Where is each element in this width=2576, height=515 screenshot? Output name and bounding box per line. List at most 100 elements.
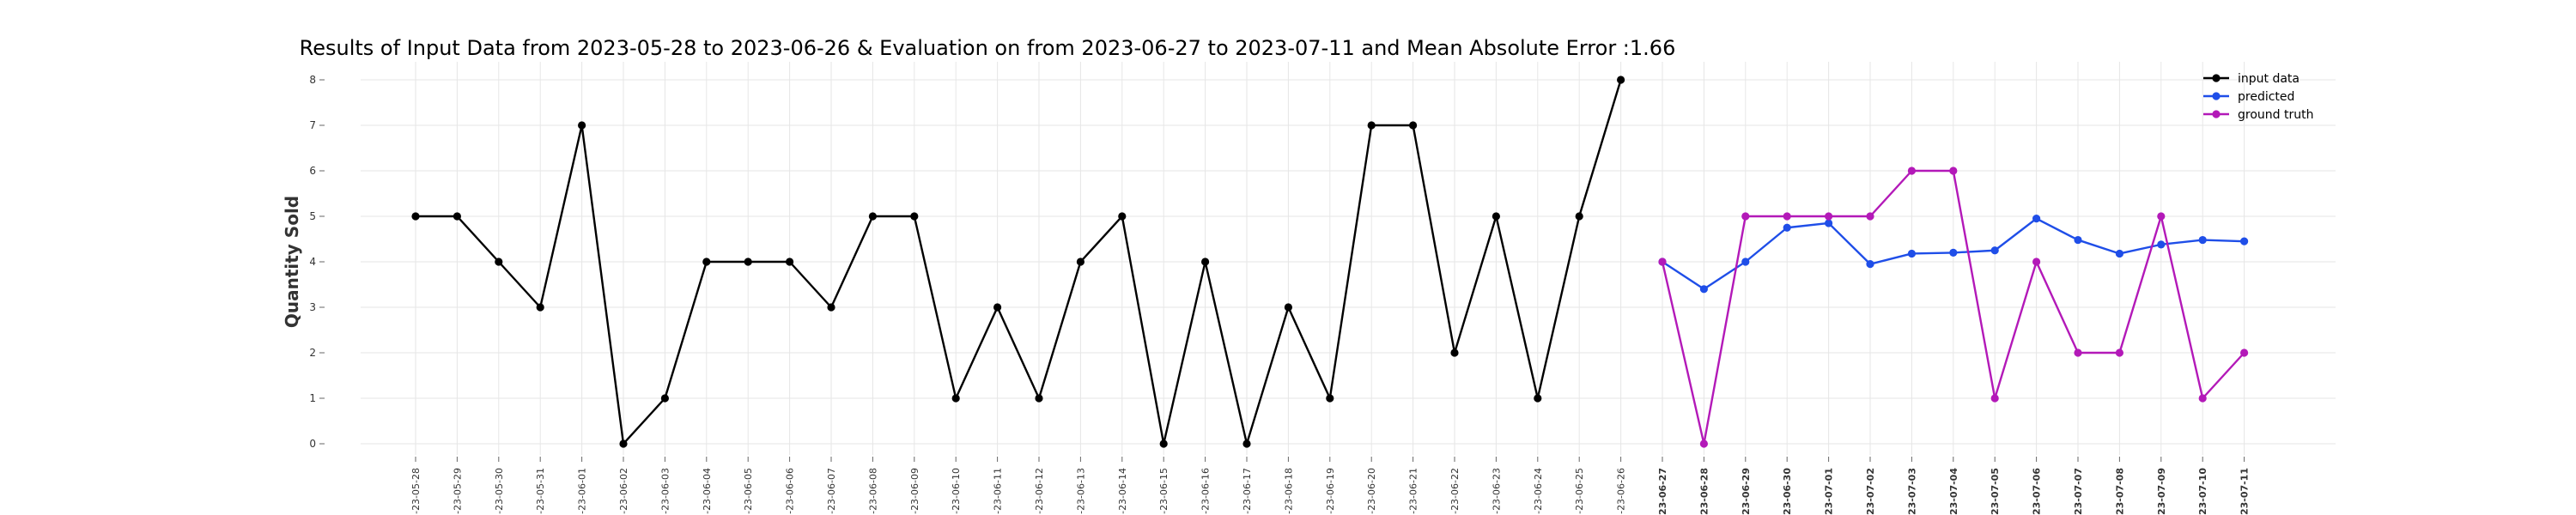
x-tick-label: -23-07-10 bbox=[2197, 468, 2208, 515]
y-axis-label: Quantity Sold bbox=[282, 196, 302, 328]
x-tick-label: -23-06-02 bbox=[618, 468, 629, 514]
x-tick-label: -23-06-18 bbox=[1283, 468, 1294, 514]
y-tick-label: 8 bbox=[309, 74, 316, 86]
data-point bbox=[1658, 258, 1667, 266]
data-point bbox=[1783, 223, 1791, 232]
data-point bbox=[1949, 248, 1958, 257]
data-point bbox=[1367, 121, 1376, 130]
x-tick-label: -23-06-25 bbox=[1574, 468, 1585, 514]
y-tick-label: 1 bbox=[309, 392, 316, 404]
data-point bbox=[2157, 240, 2166, 249]
x-tick-label: -23-07-11 bbox=[2239, 468, 2251, 515]
data-point bbox=[1035, 394, 1043, 403]
y-tick-label: 5 bbox=[309, 210, 316, 222]
x-tick-label: -23-06-26 bbox=[1616, 468, 1627, 514]
data-point bbox=[411, 212, 420, 221]
x-tick-label: -23-06-07 bbox=[826, 468, 837, 514]
x-tick-label: -23-06-15 bbox=[1158, 468, 1170, 514]
x-tick-label: -23-06-29 bbox=[1741, 468, 1752, 515]
x-tick-label: -23-05-29 bbox=[452, 468, 463, 514]
x-tick-label: -23-07-07 bbox=[2073, 468, 2084, 515]
x-tick-label: -23-07-03 bbox=[1906, 468, 1917, 515]
x-tick-label: -23-07-08 bbox=[2114, 468, 2125, 515]
data-point bbox=[951, 394, 960, 403]
data-point bbox=[2198, 394, 2207, 403]
data-point bbox=[868, 212, 878, 221]
x-tick-label: -23-06-09 bbox=[909, 468, 920, 514]
x-tick-label: -23-06-27 bbox=[1657, 468, 1668, 515]
legend: input data predicted ground truth bbox=[2203, 72, 2313, 122]
series bbox=[411, 76, 2249, 448]
x-tick-label: -23-06-01 bbox=[577, 468, 588, 514]
data-point bbox=[1534, 394, 1542, 403]
data-point bbox=[619, 439, 628, 448]
x-tick-label: -23-06-12 bbox=[1034, 468, 1045, 514]
data-point bbox=[1741, 258, 1750, 266]
data-point bbox=[2032, 215, 2041, 223]
y-tick-label: 4 bbox=[309, 256, 316, 268]
legend-marker bbox=[2212, 74, 2221, 82]
data-point bbox=[1450, 348, 1459, 357]
legend-item: input data bbox=[2203, 72, 2300, 86]
x-tick-label: -23-06-28 bbox=[1698, 468, 1710, 515]
x-tick-label: -23-06-16 bbox=[1200, 468, 1212, 514]
legend-label: predicted bbox=[2238, 90, 2294, 104]
x-tick-label: -23-07-02 bbox=[1865, 468, 1876, 515]
x-tick-label: -23-06-11 bbox=[993, 468, 1004, 514]
data-point bbox=[2240, 348, 2249, 357]
data-point bbox=[1907, 167, 1916, 175]
data-point bbox=[993, 303, 1002, 312]
series-line bbox=[416, 79, 1622, 445]
x-tick-label: -23-06-20 bbox=[1366, 468, 1377, 514]
data-point bbox=[702, 258, 711, 266]
x-tick-label: -23-05-30 bbox=[494, 468, 505, 514]
x-tick-label: -23-06-24 bbox=[1533, 468, 1544, 514]
x-tick-label: -23-06-03 bbox=[659, 468, 671, 514]
x-tick-label: -23-07-05 bbox=[1990, 468, 2001, 515]
data-point bbox=[1492, 212, 1500, 221]
data-point bbox=[1575, 212, 1583, 221]
x-tick-label: -23-07-01 bbox=[1824, 468, 1835, 515]
series-ground-truth bbox=[1658, 167, 2249, 448]
x-tick-label: -23-06-08 bbox=[867, 468, 878, 514]
data-point bbox=[536, 303, 544, 312]
data-point bbox=[1326, 394, 1334, 403]
x-tick-label: -23-05-28 bbox=[410, 468, 422, 514]
data-point bbox=[2198, 235, 2207, 245]
data-point bbox=[744, 258, 752, 266]
data-point bbox=[1907, 249, 1916, 258]
x-tick-label: -23-07-04 bbox=[1948, 468, 1959, 515]
data-point bbox=[1118, 212, 1127, 221]
legend-item: predicted bbox=[2203, 90, 2294, 104]
data-point bbox=[1409, 121, 1418, 130]
data-point bbox=[2074, 348, 2082, 357]
data-point bbox=[786, 258, 794, 266]
data-point bbox=[1825, 219, 1833, 227]
x-tick-label: -23-06-10 bbox=[951, 468, 962, 514]
series-input-data bbox=[411, 76, 1625, 448]
data-point bbox=[827, 303, 835, 312]
data-point bbox=[453, 212, 462, 221]
data-point bbox=[1617, 76, 1625, 84]
y-tick-label: 3 bbox=[309, 301, 316, 313]
x-tick-label: -23-05-31 bbox=[535, 468, 546, 514]
legend-item: ground truth bbox=[2203, 108, 2313, 122]
x-tick-label: -23-06-21 bbox=[1408, 468, 1419, 514]
data-point bbox=[1242, 439, 1251, 448]
data-point bbox=[1783, 212, 1791, 221]
data-point bbox=[2157, 212, 2166, 221]
grid bbox=[361, 62, 2336, 455]
x-tick-label: -23-06-04 bbox=[702, 468, 713, 514]
data-point bbox=[1201, 258, 1210, 266]
data-point bbox=[1159, 439, 1168, 448]
x-tick-label: -23-07-06 bbox=[2032, 468, 2043, 515]
x-tick-label: -23-06-17 bbox=[1242, 468, 1253, 514]
data-point bbox=[1990, 246, 1999, 255]
data-point bbox=[2240, 237, 2249, 245]
legend-marker bbox=[2212, 110, 2221, 118]
y-tick-label: 7 bbox=[309, 119, 316, 131]
x-axis-ticks: -23-05-28 -23-05-29 -23-05-30 -23-05-31 -23-… bbox=[410, 457, 2251, 515]
legend-marker bbox=[2212, 92, 2221, 100]
x-tick-label: -23-07-09 bbox=[2156, 468, 2167, 515]
